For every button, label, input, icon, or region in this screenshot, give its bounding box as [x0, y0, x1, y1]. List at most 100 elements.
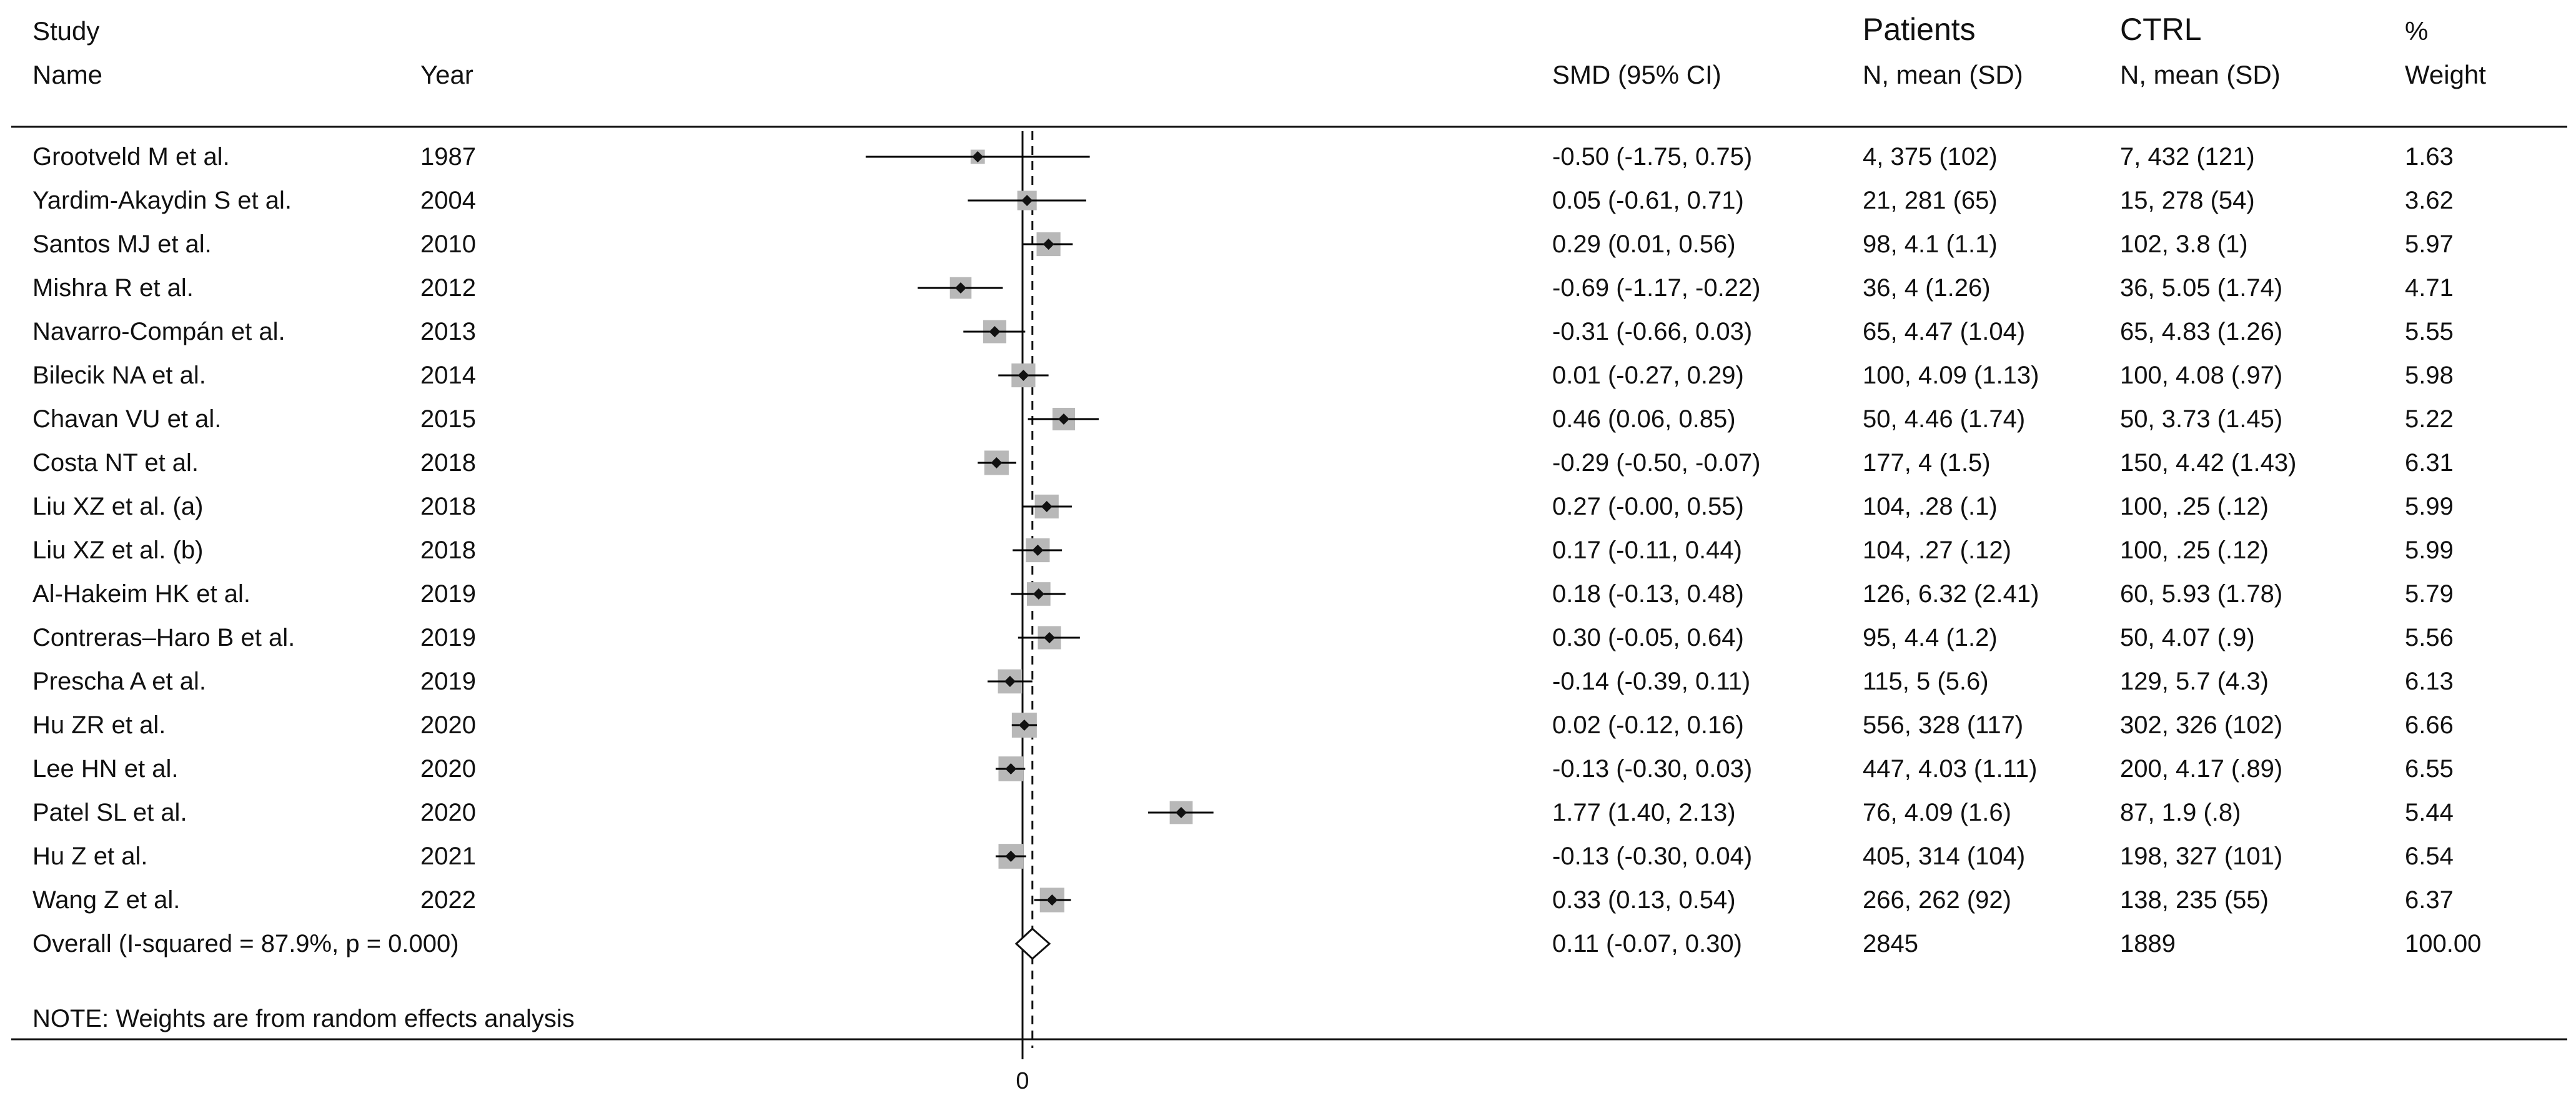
study-year: 2019 — [420, 668, 476, 695]
study-row: Grootveld M et al. 1987 -0.50 (-1.75, 0.75… — [32, 143, 2454, 171]
point-estimate — [1041, 501, 1053, 512]
patients-stats: 556, 328 (117) — [1863, 711, 2023, 739]
study-name: Bilecik NA et al. — [32, 362, 206, 389]
smd-ci-text: 0.30 (-0.05, 0.64) — [1552, 624, 1744, 651]
patients-stats: 447, 4.03 (1.11) — [1863, 755, 2037, 783]
study-year: 2018 — [420, 449, 476, 477]
weight-text: 6.66 — [2405, 711, 2454, 739]
study-name: Santos MJ et al. — [32, 230, 212, 258]
patients-stats: 95, 4.4 (1.2) — [1863, 624, 1998, 651]
header-ctrl: CTRL — [2120, 12, 2202, 47]
ctrl-stats: 7, 432 (121) — [2120, 143, 2255, 171]
ctrl-stats: 102, 3.8 (1) — [2120, 230, 2248, 258]
patients-stats: 65, 4.47 (1.04) — [1863, 318, 2025, 345]
ctrl-stats: 60, 5.93 (1.78) — [2120, 580, 2282, 608]
point-estimate — [1043, 239, 1054, 250]
point-estimate — [1032, 545, 1044, 556]
smd-ci-text: 0.33 (0.13, 0.54) — [1552, 886, 1736, 914]
patients-stats: 126, 6.32 (2.41) — [1863, 580, 2039, 608]
study-name: Grootveld M et al. — [32, 143, 230, 171]
point-estimate — [1018, 720, 1030, 731]
study-name: Lee HN et al. — [32, 755, 178, 783]
overall-ctrl-total: 1889 — [2120, 930, 2176, 957]
header-ctrl-cols: N, mean (SD) — [2120, 60, 2281, 89]
weight-text: 5.98 — [2405, 362, 2454, 389]
point-estimate — [989, 326, 1001, 337]
header-smd: SMD (95% CI) — [1552, 60, 1721, 89]
smd-ci-text: -0.13 (-0.30, 0.04) — [1552, 843, 1752, 870]
ctrl-stats: 129, 5.7 (4.3) — [2120, 668, 2269, 695]
header-study: Study — [32, 16, 99, 46]
patients-stats: 266, 262 (92) — [1863, 886, 2011, 914]
study-name: Patel SL et al. — [32, 799, 187, 826]
study-row: Liu XZ et al. (a) 2018 0.27 (-0.00, 0.55) 1… — [32, 493, 2454, 520]
weight-text: 6.31 — [2405, 449, 2454, 477]
weight-text: 5.97 — [2405, 230, 2454, 258]
study-year: 2014 — [420, 362, 476, 389]
study-row: Chavan VU et al. 2015 0.46 (0.06, 0.85) 50,… — [32, 405, 2454, 433]
point-estimate — [1005, 851, 1017, 862]
study-row: Liu XZ et al. (b) 2018 0.17 (-0.11, 0.44) 1… — [32, 537, 2454, 564]
table-header: Study Name Year SMD (95% CI) Patients N,… — [32, 12, 2486, 89]
study-year: 2013 — [420, 318, 476, 345]
header-percent: % — [2405, 16, 2428, 46]
ctrl-stats: 200, 4.17 (.89) — [2120, 755, 2282, 783]
study-row: Hu ZR et al. 2020 0.02 (-0.12, 0.16) 556, 3… — [32, 711, 2454, 739]
ctrl-stats: 50, 3.73 (1.45) — [2120, 405, 2282, 433]
patients-stats: 100, 4.09 (1.13) — [1863, 362, 2039, 389]
study-year: 2015 — [420, 405, 476, 433]
study-name: Navarro-Compán et al. — [32, 318, 285, 345]
ctrl-stats: 100, 4.08 (.97) — [2120, 362, 2282, 389]
study-row: Santos MJ et al. 2010 0.29 (0.01, 0.56) 98,… — [32, 230, 2454, 258]
point-estimate — [1005, 763, 1017, 774]
patients-stats: 405, 314 (104) — [1863, 843, 2025, 870]
overall-weight-text: 100.00 — [2405, 930, 2481, 957]
study-name: Hu Z et al. — [32, 843, 148, 870]
patients-stats: 50, 4.46 (1.74) — [1863, 405, 2025, 433]
ctrl-stats: 100, .25 (.12) — [2120, 493, 2269, 520]
study-year: 2012 — [420, 274, 476, 302]
ctrl-stats: 138, 235 (55) — [2120, 886, 2269, 914]
patients-stats: 21, 281 (65) — [1863, 187, 1998, 214]
ctrl-stats: 302, 326 (102) — [2120, 711, 2282, 739]
study-name: Contreras–Haro B et al. — [32, 624, 295, 651]
smd-ci-text: -0.69 (-1.17, -0.22) — [1552, 274, 1761, 302]
smd-ci-text: 0.02 (-0.12, 0.16) — [1552, 711, 1744, 739]
smd-ci-text: 0.01 (-0.27, 0.29) — [1552, 362, 1744, 389]
study-year: 2020 — [420, 755, 476, 783]
smd-ci-text: 0.29 (0.01, 0.56) — [1552, 230, 1736, 258]
study-year: 2019 — [420, 580, 476, 608]
smd-ci-text: 1.77 (1.40, 2.13) — [1552, 799, 1736, 826]
point-estimate — [1021, 195, 1033, 206]
weight-text: 5.22 — [2405, 405, 2454, 433]
smd-ci-text: 0.46 (0.06, 0.85) — [1552, 405, 1736, 433]
point-estimate — [1175, 807, 1187, 818]
patients-stats: 76, 4.09 (1.6) — [1863, 799, 2011, 826]
header-patients-cols: N, mean (SD) — [1863, 60, 2023, 89]
study-name: Chavan VU et al. — [32, 405, 221, 433]
patients-stats: 98, 4.1 (1.1) — [1863, 230, 1998, 258]
study-year: 2018 — [420, 493, 476, 520]
smd-ci-text: 0.05 (-0.61, 0.71) — [1552, 187, 1744, 214]
study-row: Contreras–Haro B et al. 2019 0.30 (-0.05, … — [32, 624, 2454, 651]
study-name: Wang Z et al. — [32, 886, 180, 914]
study-row: Costa NT et al. 2018 -0.29 (-0.50, -0.07) 1… — [32, 449, 2454, 477]
overall-patients-total: 2845 — [1863, 930, 1918, 957]
study-rows: Grootveld M et al. 1987 -0.50 (-1.75, 0.75… — [32, 143, 2481, 961]
ctrl-stats: 198, 327 (101) — [2120, 843, 2282, 870]
weight-text: 3.62 — [2405, 187, 2454, 214]
weight-text: 5.44 — [2405, 799, 2454, 826]
point-estimate — [1046, 894, 1058, 906]
ctrl-stats: 100, .25 (.12) — [2120, 537, 2269, 564]
point-estimate — [972, 151, 984, 162]
overall-label: Overall (I-squared = 87.9%, p = 0.000) — [32, 930, 459, 957]
ctrl-stats: 87, 1.9 (.8) — [2120, 799, 2241, 826]
study-name: Yardim-Akaydin S et al. — [32, 187, 292, 214]
ctrl-stats: 50, 4.07 (.9) — [2120, 624, 2255, 651]
weight-text: 5.99 — [2405, 537, 2454, 564]
patients-stats: 104, .28 (.1) — [1863, 493, 1998, 520]
weight-text: 5.55 — [2405, 318, 2454, 345]
smd-ci-text: 0.17 (-0.11, 0.44) — [1552, 537, 1742, 564]
patients-stats: 104, .27 (.12) — [1863, 537, 2011, 564]
